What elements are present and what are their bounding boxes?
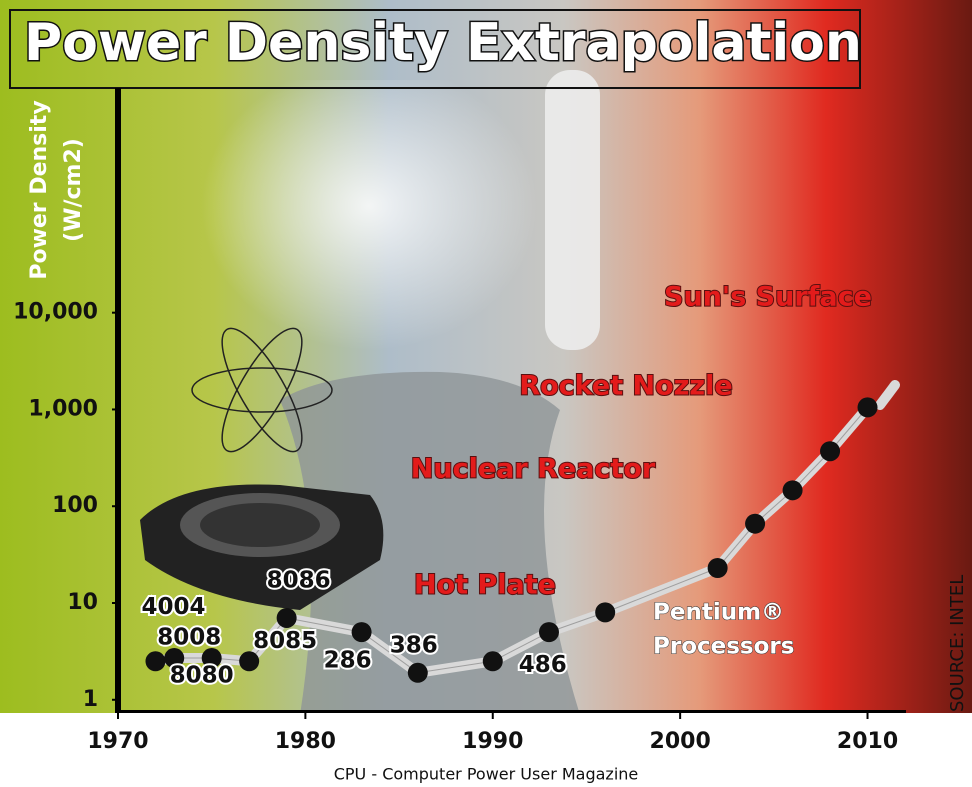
x-tick-label: 2010	[837, 729, 898, 754]
point-label: 8008	[157, 625, 221, 651]
chart-title: Power Density Extrapolation	[24, 13, 862, 73]
point-label: 386	[390, 632, 438, 658]
data-point	[352, 622, 372, 642]
y-axis-title-line: Power Density	[27, 100, 52, 279]
point-label: 8080	[170, 663, 234, 689]
data-point	[858, 397, 878, 417]
x-tick-label: 1990	[462, 729, 523, 754]
y-tick-label: 1	[83, 687, 98, 712]
x-tick-label: 2000	[650, 729, 711, 754]
data-point	[708, 558, 728, 578]
annotation: Hot Plate	[414, 570, 556, 601]
data-point	[745, 514, 765, 534]
point-label: 4004	[141, 594, 205, 620]
data-point	[820, 441, 840, 461]
data-point	[145, 651, 165, 671]
y-tick-label: 10,000	[13, 300, 98, 325]
annotation: Rocket Nozzle	[519, 371, 732, 402]
data-point	[239, 651, 259, 671]
y-tick-label: 10	[67, 590, 98, 615]
data-point	[539, 622, 559, 642]
annotation: Sun's Surface	[664, 282, 872, 313]
caption: CPU - Computer Power User Magazine	[334, 765, 639, 784]
annotation: Pentium®	[653, 600, 784, 626]
x-tick-label: 1980	[275, 729, 336, 754]
rocket	[545, 70, 600, 350]
point-label: 286	[324, 648, 372, 674]
annotation: Nuclear Reactor	[411, 454, 656, 485]
chart: Power Density Extrapolation Power Densit…	[0, 0, 972, 787]
data-point	[483, 651, 503, 671]
x-tick-label: 1970	[87, 729, 148, 754]
point-label: 8086	[267, 567, 331, 593]
y-tick-label: 1,000	[28, 396, 98, 421]
annotation: Processors	[653, 634, 794, 660]
y-axis-title-line: (W/cm2)	[61, 138, 86, 242]
data-point	[408, 663, 428, 683]
point-label: 486	[519, 652, 567, 678]
point-label: 8085	[253, 628, 317, 654]
data-point	[277, 608, 297, 628]
data-point	[595, 602, 615, 622]
data-point	[783, 480, 803, 500]
y-tick-label: 100	[52, 493, 98, 518]
source: SOURCE: INTEL	[947, 575, 968, 712]
